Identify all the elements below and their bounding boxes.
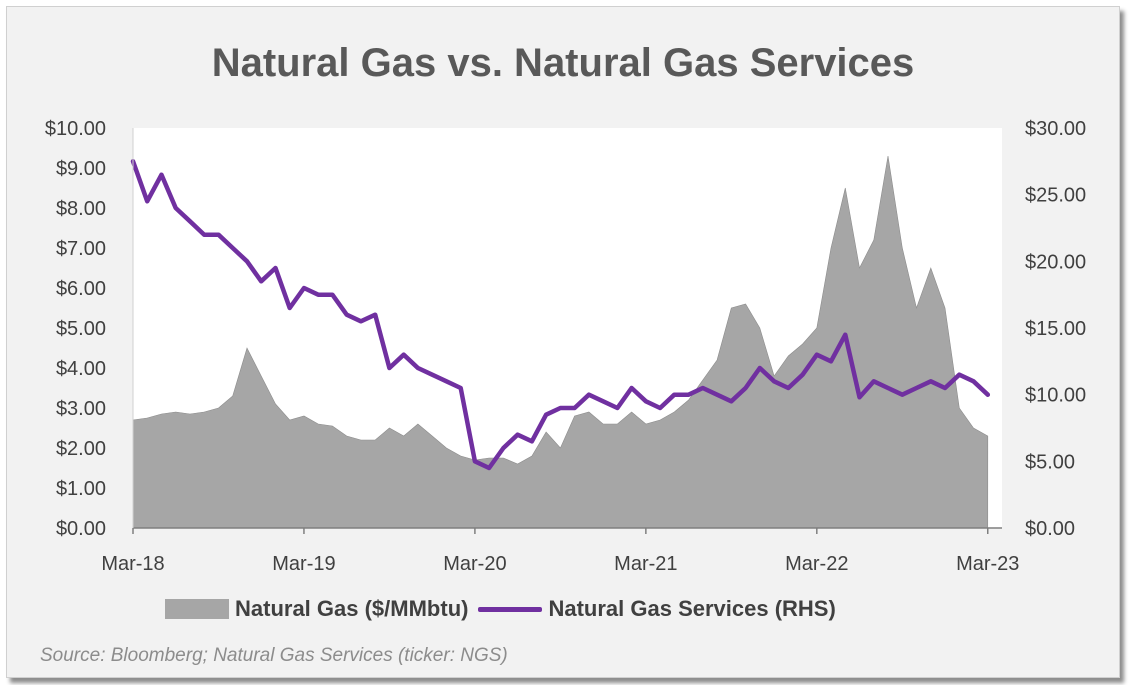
y-right-tick-layer: $0.00 $5.00 $10.00 $15.00 $20.00 $25.00 $30.00 (1025, 118, 1086, 540)
y-right-tick-label: $0.00 (1025, 518, 1075, 540)
source-note: Source: Bloomberg; Natural Gas Services … (40, 645, 508, 666)
x-tick-label: Mar-18 (101, 553, 164, 575)
y-left-tick-label: $5.00 (56, 318, 106, 340)
y-right-tick-label: $10.00 (1025, 385, 1086, 407)
y-left-tick-label: $7.00 (56, 238, 106, 260)
y-left-tick-label: $4.00 (56, 358, 106, 380)
legend-area-swatch (165, 599, 229, 619)
y-left-tick-label: $3.00 (56, 398, 106, 420)
y-left-tick-label: $10.00 (45, 118, 106, 140)
natural-gas-area-layer (132, 155, 989, 529)
y-left-tick-label: $0.00 (56, 518, 106, 540)
y-left-tick-label: $6.00 (56, 278, 106, 300)
ngs-line (130, 159, 991, 471)
y-left-tick-label: $8.00 (56, 198, 106, 220)
y-right-tick-label: $15.00 (1025, 318, 1086, 340)
x-tick-layer: Mar-18 Mar-19 Mar-20 Mar-21 Mar-22 Mar-23 (101, 528, 1019, 575)
y-right-tick-label: $5.00 (1025, 451, 1075, 473)
y-left-tick-label: $9.00 (56, 158, 106, 180)
legend-line-swatch (478, 606, 543, 612)
chart-title: Natural Gas vs. Natural Gas Services (211, 41, 915, 85)
x-tick-label: Mar-21 (614, 553, 677, 575)
y-right-tick-label: $25.00 (1025, 185, 1086, 207)
x-tick-label: Mar-20 (443, 553, 506, 575)
legend: Natural Gas ($/MMbtu) Natural Gas Servic… (165, 594, 836, 624)
y-right-tick-label: $20.00 (1025, 251, 1086, 273)
y-left-tick-layer: $0.00 $1.00 $2.00 $3.00 $4.00 $5.00 $6.00 $7.00… (45, 118, 106, 540)
ngs-line-layer (130, 159, 991, 471)
y-left-tick-label: $2.00 (56, 438, 106, 460)
natural-gas-area (132, 155, 989, 529)
y-left-tick-label: $1.00 (56, 478, 106, 500)
y-right-tick-label: $30.00 (1025, 118, 1086, 140)
x-tick-label: Mar-22 (785, 553, 848, 575)
legend-label-ngs: Natural Gas Services (RHS) (548, 596, 836, 621)
x-tick-label: Mar-19 (272, 553, 335, 575)
legend-label-natural-gas: Natural Gas ($/MMbtu) (235, 596, 469, 621)
x-tick-label: Mar-23 (956, 553, 1019, 575)
